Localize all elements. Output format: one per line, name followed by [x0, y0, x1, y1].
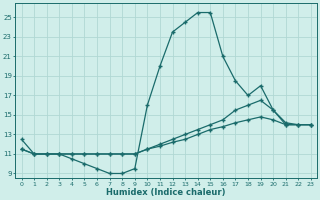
X-axis label: Humidex (Indice chaleur): Humidex (Indice chaleur) [107, 188, 226, 197]
